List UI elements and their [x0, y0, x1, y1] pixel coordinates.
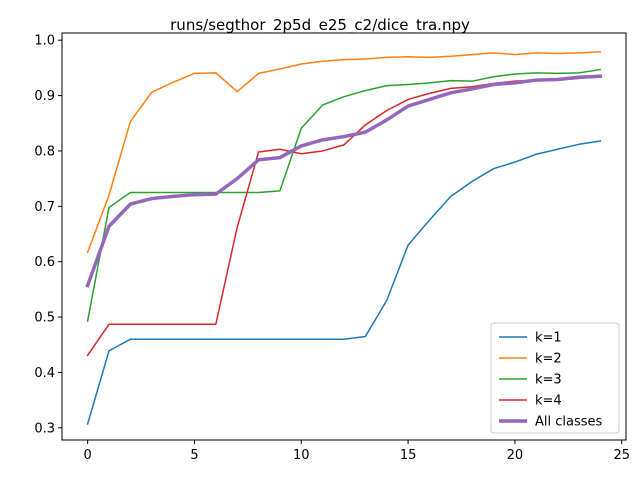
x-axis: 0 5 10 15 20 25	[83, 440, 630, 463]
series-line-2	[86, 51, 602, 254]
legend: k=1 k=2 k=3 k=4 All classes	[490, 322, 620, 434]
y-tick-label: 0.9	[34, 89, 55, 104]
y-tick-label: 0.4	[34, 366, 55, 381]
y-tick-label: 0.7	[34, 200, 55, 215]
chart-title: runs/segthor_2p5d_e25_c2/dice_tra.npy	[170, 16, 470, 35]
y-tick-label: 0.8	[34, 144, 55, 159]
series-line-4	[86, 75, 602, 357]
series-line-5	[85, 74, 603, 288]
legend-entry: k=4	[535, 394, 562, 409]
x-tick-label: 20	[507, 448, 524, 463]
plot-frame	[61, 32, 627, 441]
plot-lines	[85, 51, 603, 425]
legend-entry: k=3	[535, 373, 562, 388]
x-tick-label: 25	[613, 448, 630, 463]
y-tick-label: 1.0	[34, 34, 55, 49]
legend-box	[490, 322, 620, 434]
y-tick-label: 0.6	[34, 255, 55, 270]
legend-entry: k=2	[535, 352, 562, 367]
x-tick-label: 0	[83, 448, 91, 463]
y-tick-label: 0.5	[34, 311, 55, 326]
legend-entry: All classes	[535, 415, 603, 430]
series-line-1	[86, 140, 602, 425]
y-axis: 0.3 0.4 0.5 0.6 0.7 0.8 0.9 1.0	[34, 34, 62, 436]
x-tick-label: 10	[293, 448, 310, 463]
y-tick-label: 0.3	[34, 421, 55, 436]
series-line-3	[86, 68, 602, 322]
x-tick-label: 15	[400, 448, 417, 463]
legend-entry: k=1	[535, 331, 562, 346]
x-tick-label: 5	[190, 448, 198, 463]
